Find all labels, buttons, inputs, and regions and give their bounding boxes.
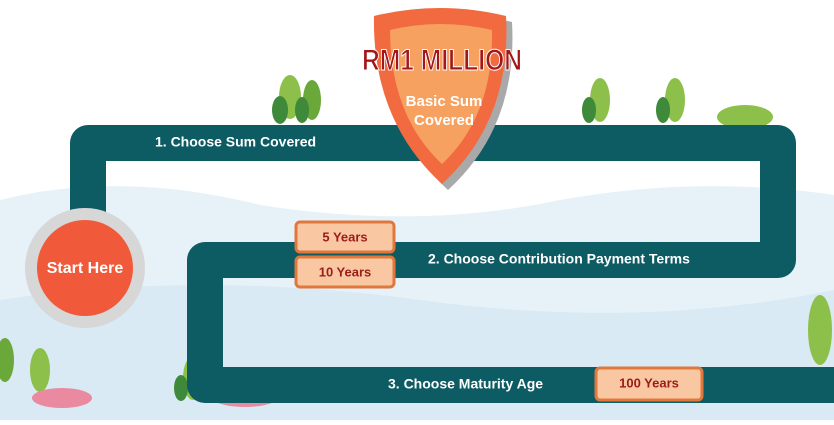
step-label: 1. Choose Sum Covered — [155, 134, 316, 150]
step-label: 2. Choose Contribution Payment Terms — [428, 251, 690, 267]
shield-text: Basic Sum — [406, 93, 483, 110]
scene: Start Here 1. Choose Sum Covered 2. Choo… — [0, 0, 834, 420]
start-label: Start Here — [47, 260, 124, 277]
shield-text: Covered — [414, 112, 474, 129]
badge-label: 10 Years — [319, 264, 372, 279]
badge-label: 5 Years — [322, 229, 367, 244]
shield-headline: RM1 MILLION — [362, 44, 522, 77]
badge-label: 100 Years — [619, 375, 679, 390]
step-label: 3. Choose Maturity Age — [388, 376, 543, 392]
